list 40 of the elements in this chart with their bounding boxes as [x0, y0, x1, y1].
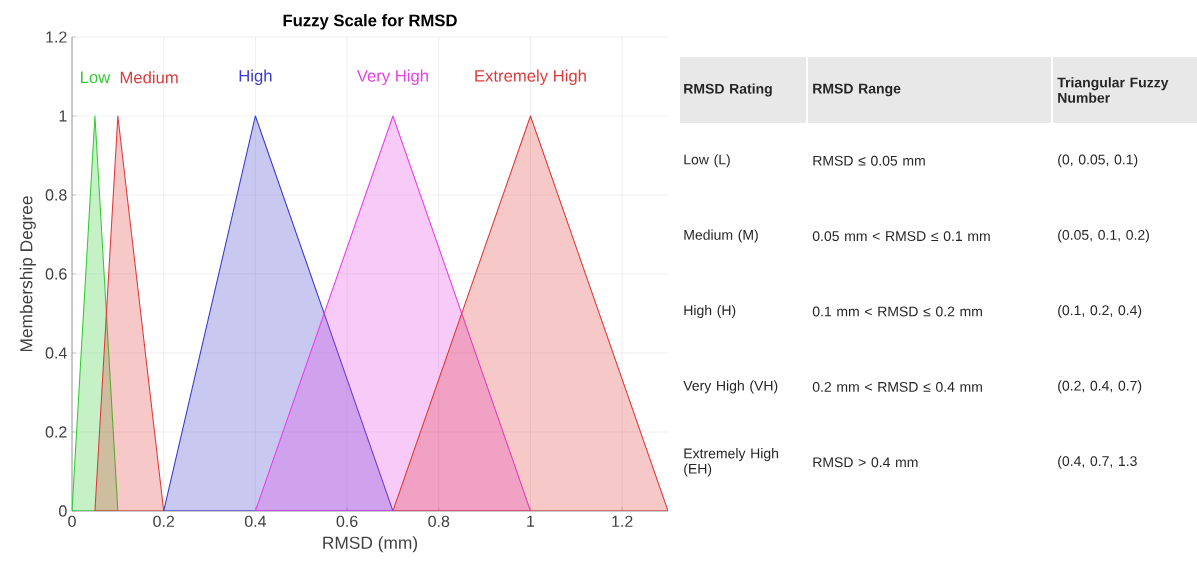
y-tick-label: 0.6: [45, 268, 67, 280]
text: RMSD Rating: [684, 83, 772, 97]
text: 0.1 mm < RMSD ≤ 0.2 mm: [812, 306, 982, 317]
y-tick-label: 1: [59, 110, 67, 122]
x-axis-title: RMSD (mm): [323, 536, 418, 553]
x-tick-label: 0.2: [153, 515, 175, 528]
y-tick-label: 0.8: [45, 189, 67, 201]
text: Extremely High: [475, 69, 586, 86]
text: Very High (VH): [683, 380, 778, 394]
x-tick-label: 1: [527, 515, 535, 527]
text: High (H): [684, 304, 736, 319]
x-tick-label: 0: [68, 515, 76, 528]
y-tick-label: 0: [59, 505, 67, 517]
text: 0.2 mm < RMSD ≤ 0.4 mm: [812, 381, 982, 392]
text: Very High: [356, 69, 428, 86]
y-tick-label: 1.2: [46, 31, 67, 43]
text: (0.1, 0.2, 0.4): [1058, 304, 1142, 319]
text: (0, 0.05, 0.1): [1058, 154, 1138, 168]
chart-title: Fuzzy Scale for RMSD: [283, 14, 457, 30]
text: (0.05, 0.1, 0.2): [1058, 229, 1149, 243]
text: High: [239, 69, 272, 86]
text: RMSD > 0.4 mm: [813, 457, 918, 468]
text: Low (L): [684, 154, 730, 168]
x-tick-label: 0.6: [336, 515, 358, 528]
series-label: Medium: [120, 71, 178, 84]
text: 0.05 mm < RMSD ≤ 0.1 mm: [812, 231, 990, 242]
text: Low: [81, 71, 111, 84]
text: RMSD Range: [813, 83, 901, 97]
y-tick-label: 0.2: [45, 426, 67, 438]
y-axis-title: Membership Degree: [19, 196, 36, 352]
x-tick-label: 1.2: [612, 515, 633, 527]
text: Medium (M): [684, 229, 758, 243]
text: (0.2, 0.4, 0.7): [1058, 380, 1142, 394]
text: Extremely High (EH): [684, 448, 779, 477]
text: (0.4, 0.7, 1.3: [1058, 455, 1137, 469]
x-tick-label: 0.8: [428, 515, 450, 528]
x-tick-label: 0.4: [244, 515, 267, 528]
y-tick-label: 0.4: [45, 347, 67, 359]
text: RMSD ≤ 0.05 mm: [813, 155, 925, 166]
text: Triangular Fuzzy Number: [1057, 77, 1169, 103]
